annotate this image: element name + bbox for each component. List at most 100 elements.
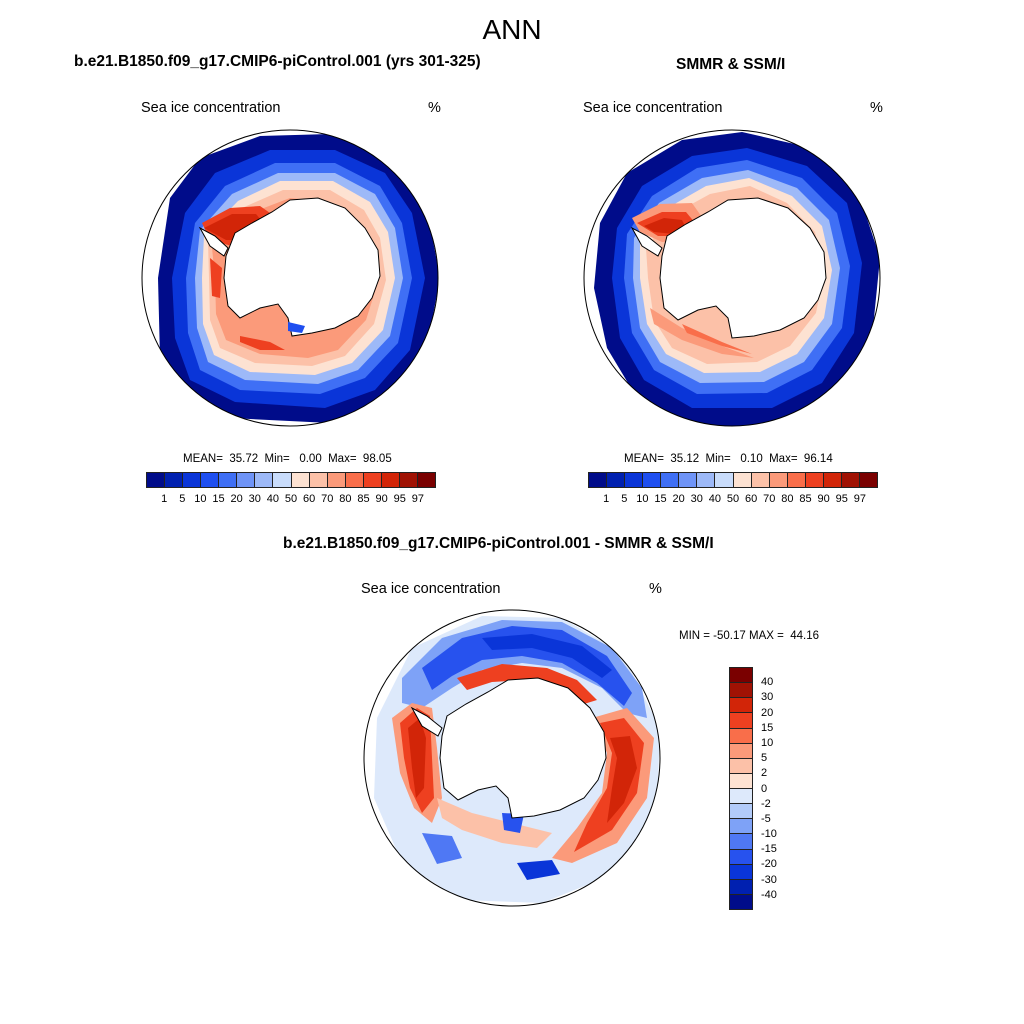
colorbar-difference-swatch (730, 834, 752, 850)
colorbar-labels-model: 1 5 10 15 20 30 40 50 60 70 80 85 90 95 97 (146, 493, 436, 507)
colorbar-difference-swatch (730, 879, 752, 895)
colorbar-model-label: 10 (194, 493, 207, 505)
colorbar-difference-label: 30 (761, 691, 774, 704)
colorbar-difference (729, 667, 753, 910)
colorbar-model-label: 97 (411, 493, 424, 505)
colorbar-model-swatch (255, 473, 274, 487)
colorbar-obs-label: 80 (781, 493, 794, 505)
units-label-model: % (428, 100, 441, 116)
colorbar-model-label: 40 (266, 493, 279, 505)
colorbar-model-swatch (345, 473, 364, 487)
colorbar-difference-label: 5 (761, 752, 768, 765)
colorbar-difference-label: 20 (761, 706, 774, 719)
colorbar-model-label: 80 (339, 493, 352, 505)
colorbar-obs-label: 15 (654, 493, 667, 505)
colorbar-obs-swatch (733, 473, 752, 487)
colorbar-obs-swatch (859, 473, 877, 487)
colorbar-model-label: 85 (357, 493, 370, 505)
colorbar-obs-label: 90 (817, 493, 830, 505)
colorbar-difference-label: 0 (761, 782, 768, 795)
colorbar-difference-label: -30 (761, 873, 777, 886)
colorbar-obs-swatch (751, 473, 770, 487)
colorbar-obs-label: 20 (672, 493, 685, 505)
colorbar-labels-obs: 1 5 10 15 20 30 40 50 60 70 80 85 90 95 97 (588, 493, 878, 507)
colorbar-difference-label: 40 (761, 676, 774, 689)
colorbar-difference-swatch (730, 773, 752, 789)
colorbar-difference-swatch (730, 864, 752, 880)
colorbar-obs-swatch (769, 473, 788, 487)
colorbar-difference-label: 10 (761, 736, 774, 749)
colorbar-difference-label: -10 (761, 828, 777, 841)
colorbar-obs-swatch (643, 473, 662, 487)
colorbar-obs-label: 1 (603, 493, 610, 505)
colorbar-model-swatch (219, 473, 238, 487)
colorbar-obs-swatch (823, 473, 842, 487)
colorbar-model-label: 70 (321, 493, 334, 505)
colorbar-model-swatch (381, 473, 400, 487)
colorbar-difference-label: -20 (761, 858, 777, 871)
colorbar-model-swatch (309, 473, 328, 487)
colorbar-obs-label: 97 (853, 493, 866, 505)
colorbar-model-swatch (363, 473, 382, 487)
colorbar-difference-swatch (730, 789, 752, 805)
colorbar-difference-swatch (730, 804, 752, 820)
colorbar-difference-swatch (730, 713, 752, 729)
colorbar-model-label: 95 (393, 493, 406, 505)
colorbar-model-swatch (399, 473, 418, 487)
colorbar-model-swatch (201, 473, 220, 487)
colorbar-obs-label: 95 (835, 493, 848, 505)
colorbar-difference-swatch (730, 894, 752, 909)
colorbar-model-label: 90 (375, 493, 388, 505)
colorbar-obs-swatch (841, 473, 860, 487)
colorbar-obs-label: 85 (799, 493, 812, 505)
colorbar-model-swatch (273, 473, 292, 487)
colorbar-obs-swatch (661, 473, 680, 487)
colorbar-model-swatch (183, 473, 202, 487)
colorbar-model-label: 1 (161, 493, 168, 505)
colorbar-obs-label: 10 (636, 493, 649, 505)
colorbar-obs-label: 70 (763, 493, 776, 505)
colorbar-difference-swatch (730, 743, 752, 759)
colorbar-difference-label: 2 (761, 767, 768, 780)
colorbar-obs-label: 40 (708, 493, 721, 505)
variable-label-obs: Sea ice concentration (583, 100, 723, 116)
panel-title-difference: b.e21.B1850.f09_g17.CMIP6-piControl.001 … (283, 535, 714, 552)
colorbar-model-label: 60 (303, 493, 316, 505)
units-label-obs: % (870, 100, 883, 116)
units-label-difference: % (649, 581, 662, 597)
minmax-difference: MIN = -50.17 MAX = 44.16 (679, 630, 819, 642)
colorbar-difference-swatch (730, 819, 752, 835)
colorbar-obs-label: 60 (745, 493, 758, 505)
panel-title-model: b.e21.B1850.f09_g17.CMIP6-piControl.001 … (74, 53, 481, 70)
colorbar-difference-label: -2 (761, 797, 771, 810)
colorbar-difference-swatch (730, 758, 752, 774)
sea-ice-map-model (141, 129, 439, 427)
colorbar-obs-swatch (607, 473, 626, 487)
colorbar-model-swatch (417, 473, 435, 487)
colorbar-labels-difference: 40 30 20 15 10 5 2 0 -2 -5 -10 -15 -20 -30 -40 (761, 667, 801, 910)
colorbar-difference-swatch (730, 849, 752, 865)
sea-ice-difference-map (363, 609, 661, 907)
variable-label-model: Sea ice concentration (141, 100, 281, 116)
stats-obs: MEAN= 35.12 Min= 0.10 Max= 96.14 (624, 453, 833, 465)
colorbar-concentration-obs (588, 472, 878, 488)
colorbar-model-label: 20 (230, 493, 243, 505)
colorbar-model-swatch (327, 473, 346, 487)
colorbar-obs-swatch (589, 473, 608, 487)
colorbar-model-swatch (291, 473, 310, 487)
figure-title: ANN (482, 14, 542, 45)
colorbar-difference-swatch (730, 728, 752, 744)
colorbar-model-swatch (147, 473, 166, 487)
variable-label-difference: Sea ice concentration (361, 581, 501, 597)
colorbar-difference-label: 15 (761, 721, 774, 734)
colorbar-concentration-model (146, 472, 436, 488)
colorbar-difference-label: -15 (761, 843, 777, 856)
colorbar-difference-label: -40 (761, 888, 777, 901)
sea-ice-map-obs (583, 129, 881, 427)
colorbar-difference-swatch (730, 668, 752, 684)
colorbar-difference-label: -5 (761, 812, 771, 825)
colorbar-obs-swatch (787, 473, 806, 487)
colorbar-obs-swatch (625, 473, 644, 487)
colorbar-model-label: 30 (248, 493, 261, 505)
colorbar-obs-label: 30 (690, 493, 703, 505)
